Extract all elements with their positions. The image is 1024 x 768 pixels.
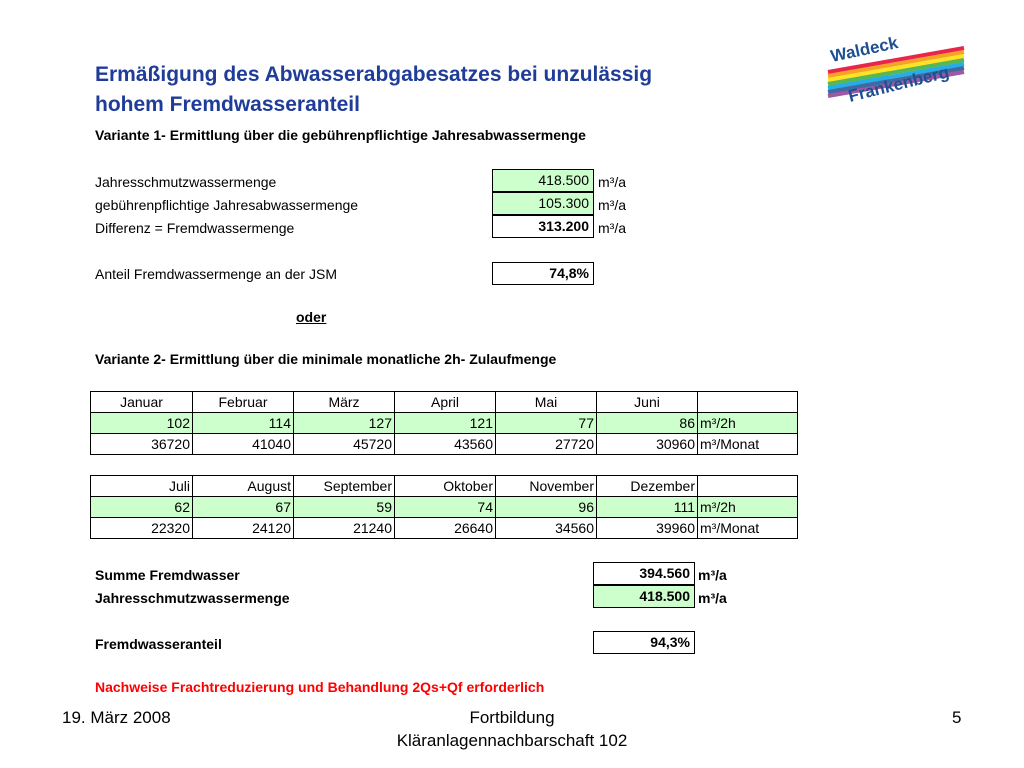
v1-anteil-label: Anteil Fremdwassermenge an der JSM — [95, 266, 337, 282]
month-header: November — [495, 475, 597, 497]
v1-row-label-differenz: Differenz = Fremdwassermenge — [95, 220, 295, 236]
months-table-1: Januar Februar März April Mai Juni 102 1… — [90, 391, 798, 455]
table-row: 36720 41040 45720 43560 27720 30960 m³/M… — [90, 433, 798, 455]
table-row: 22320 24120 21240 26640 34560 39960 m³/M… — [90, 517, 798, 539]
months-table-2: Juli August September Oktober November D… — [90, 475, 798, 539]
fremdwasseranteil-value: 94,3% — [593, 631, 695, 654]
value-cell: 114 — [192, 412, 294, 434]
logo-stripe — [827, 70, 965, 98]
value-cell: 74 — [394, 496, 496, 518]
value-cell: 27720 — [495, 433, 597, 455]
v1-row-label-gebuehr: gebührenpflichtige Jahresabwassermenge — [95, 197, 359, 213]
logo-graphic: Waldeck Frankenberg — [827, 33, 965, 106]
logo-stripe — [827, 50, 965, 78]
variante2-heading: Variante 2- Ermittlung über die minimale… — [95, 351, 557, 367]
v1-unit-jsm: m³/a — [598, 174, 626, 190]
table-row: 102 114 127 121 77 86 m³/2h — [90, 412, 798, 434]
v1-unit-differenz: m³/a — [598, 220, 626, 236]
v1-value-gebuehr: 105.300 — [492, 192, 594, 215]
month-header: Februar — [192, 391, 294, 413]
month-header: Juli — [90, 475, 193, 497]
value-cell: 121 — [394, 412, 496, 434]
month-header: Januar — [90, 391, 193, 413]
table-row: Januar Februar März April Mai Juni — [90, 391, 798, 413]
footer-page-number: 5 — [952, 708, 962, 727]
month-header: Juni — [596, 391, 698, 413]
value-cell: 111 — [596, 496, 698, 518]
unit-cell: m³/2h — [697, 412, 798, 434]
summe-unit: m³/a — [698, 567, 727, 583]
value-cell: 34560 — [495, 517, 597, 539]
table-row: 62 67 59 74 96 111 m³/2h — [90, 496, 798, 518]
value-cell: 96 — [495, 496, 597, 518]
footer-date: 19. März 2008 — [62, 708, 171, 727]
requirement-note: Nachweise Frachtreduzierung und Behandlu… — [95, 679, 545, 695]
variante1-heading: Variante 1- Ermittlung über die gebühren… — [95, 127, 586, 143]
month-header: April — [394, 391, 496, 413]
month-header: Oktober — [394, 475, 496, 497]
value-cell: 59 — [293, 496, 395, 518]
value-cell: 86 — [596, 412, 698, 434]
summe-value: 394.560 — [593, 562, 695, 585]
value-cell: 39960 — [596, 517, 698, 539]
v1-value-jsm: 418.500 — [492, 169, 594, 192]
value-cell: 22320 — [90, 517, 193, 539]
footer-center-line1: Fortbildung — [469, 708, 555, 727]
logo-stripe — [827, 54, 965, 82]
logo-stripe — [827, 58, 965, 86]
table-row: Juli August September Oktober November D… — [90, 475, 798, 497]
unit-cell: m³/Monat — [697, 433, 798, 455]
v1-unit-gebuehr: m³/a — [598, 197, 626, 213]
summe-label: Summe Fremdwasser — [95, 567, 240, 583]
value-cell: 102 — [90, 412, 193, 434]
value-cell: 43560 — [394, 433, 496, 455]
waldeck-frankenberg-logo: Waldeck Frankenberg — [824, 33, 974, 116]
fremdwasseranteil-label: Fremdwasseranteil — [95, 636, 222, 652]
value-cell: 30960 — [596, 433, 698, 455]
value-cell: 77 — [495, 412, 597, 434]
month-header: August — [192, 475, 294, 497]
value-cell: 45720 — [293, 433, 395, 455]
value-cell: 127 — [293, 412, 395, 434]
empty-cell — [697, 391, 798, 413]
jsm-value: 418.500 — [593, 585, 695, 608]
logo-stripe — [827, 62, 965, 90]
logo-stripe — [827, 66, 965, 94]
jsm-label: Jahresschmutzwassermenge — [95, 590, 290, 606]
month-header: März — [293, 391, 395, 413]
v1-anteil-value: 74,8% — [492, 262, 594, 285]
value-cell: 21240 — [293, 517, 395, 539]
unit-cell: m³/2h — [697, 496, 798, 518]
v1-row-label-jsm: Jahresschmutzwassermenge — [95, 174, 277, 190]
v1-value-differenz: 313.200 — [492, 215, 594, 238]
jsm-unit: m³/a — [698, 590, 727, 606]
value-cell: 26640 — [394, 517, 496, 539]
month-header: September — [293, 475, 395, 497]
unit-cell: m³/Monat — [697, 517, 798, 539]
empty-cell — [697, 475, 798, 497]
month-header: Mai — [495, 391, 597, 413]
value-cell: 67 — [192, 496, 294, 518]
value-cell: 41040 — [192, 433, 294, 455]
month-header: Dezember — [596, 475, 698, 497]
value-cell: 62 — [90, 496, 193, 518]
oder-label: oder — [296, 309, 327, 325]
page-title: Ermäßigung des Abwasserabgabesatzes bei … — [95, 63, 653, 116]
value-cell: 24120 — [192, 517, 294, 539]
value-cell: 36720 — [90, 433, 193, 455]
footer-center-line2: Kläranlagennachbarschaft 102 — [396, 731, 628, 750]
logo-stripe — [827, 46, 965, 74]
